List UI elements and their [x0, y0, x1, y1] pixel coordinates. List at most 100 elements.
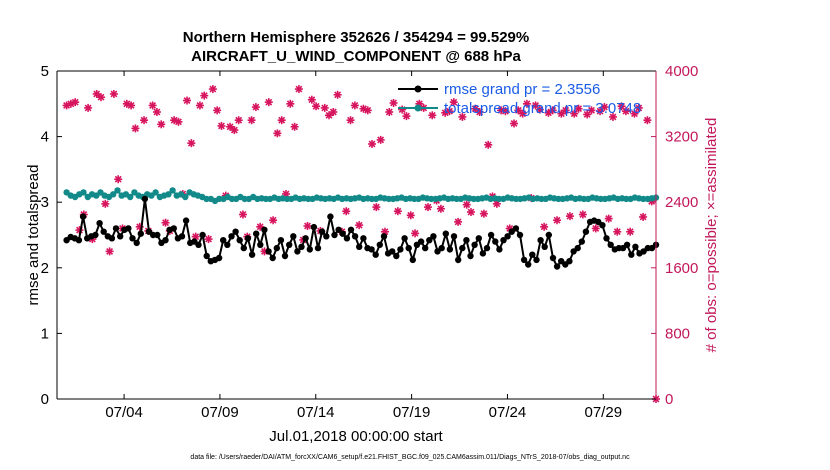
obs-marker: [613, 227, 622, 236]
chart-title-line1: Northern Hemisphere 352626 / 354294 = 99…: [183, 29, 529, 46]
obs-marker: [393, 207, 402, 216]
rmse-point: [273, 244, 280, 252]
obs-marker: [411, 229, 420, 238]
rmse-point: [331, 231, 338, 239]
obs-marker-stroke: [463, 201, 471, 209]
rmse-point: [426, 237, 433, 244]
rmse-point: [520, 256, 528, 264]
obs-marker-stroke: [476, 108, 484, 116]
x-tick-label: 07/29: [585, 404, 623, 421]
rmse-point: [323, 233, 330, 240]
obs-marker: [152, 108, 161, 116]
y-left-axis-label: rmse and totalspread: [25, 165, 42, 306]
obs-marker-stroke: [235, 116, 243, 124]
spread-point: [80, 189, 87, 196]
obs-marker: [604, 214, 613, 223]
x-axis-label: Jul.01,2018 00:00:00 start: [269, 428, 443, 445]
obs-marker: [368, 139, 377, 148]
rmse-point: [455, 256, 462, 264]
rmse-point: [281, 252, 289, 260]
rmse-point: [302, 235, 309, 242]
rmse-point: [203, 252, 210, 260]
legend-spread-label: totalspread grand pr = 3.0748: [444, 100, 641, 117]
rmse-point: [290, 233, 297, 240]
rmse-point: [162, 237, 169, 244]
rmse-point: [467, 252, 474, 260]
obs-marker: [307, 95, 316, 104]
rmse-point: [133, 239, 140, 247]
y-right-tick-label: 800: [665, 325, 690, 342]
obs-marker: [398, 105, 407, 114]
rmse-point: [306, 246, 313, 253]
obs-marker-stroke: [523, 100, 531, 108]
rmse-point: [265, 248, 272, 255]
rmse-point: [92, 231, 99, 239]
rmse-point: [607, 241, 614, 248]
obs-marker-stroke: [140, 116, 148, 124]
spread-point: [110, 191, 117, 198]
rmse-point: [380, 233, 388, 240]
rmse-point: [430, 233, 437, 240]
obs-marker-stroke: [131, 124, 139, 132]
rmse-point: [541, 243, 548, 250]
rmse-point: [351, 233, 359, 240]
obs-marker-stroke: [618, 102, 626, 110]
obs-marker: [97, 93, 106, 102]
obs-marker: [621, 107, 630, 116]
obs-marker-stroke: [639, 213, 647, 221]
rmse-point: [232, 228, 239, 235]
rmse-point: [228, 233, 235, 240]
obs-marker: [208, 85, 217, 94]
obs-marker: [131, 124, 140, 133]
obs-marker-stroke: [101, 200, 109, 208]
rmse-point: [393, 252, 400, 260]
obs-marker-stroke: [359, 105, 367, 113]
obs-marker-stroke: [127, 101, 135, 109]
obs-marker-stroke: [588, 106, 595, 114]
obs-marker: [639, 212, 648, 221]
spread-point: [152, 189, 159, 196]
obs-marker: [479, 209, 488, 218]
obs-marker-stroke: [110, 90, 118, 98]
obs-marker-stroke: [536, 106, 544, 113]
obs-marker: [277, 116, 286, 125]
y-right-tick-label: 1600: [665, 260, 698, 277]
obs-marker-stroke: [364, 106, 372, 114]
rmse-point: [450, 233, 458, 240]
obs-marker: [548, 106, 557, 115]
rmse-point: [438, 244, 445, 252]
rmse-point: [574, 244, 581, 252]
obs-marker-stroke: [114, 175, 122, 183]
rmse-point: [409, 256, 416, 264]
y-left-tick-label: 2: [41, 260, 49, 277]
obs-marker: [161, 218, 170, 227]
obs-marker-stroke: [553, 216, 561, 224]
rmse-point: [471, 241, 478, 248]
obs-marker: [303, 221, 312, 230]
obs-marker-stroke: [162, 219, 169, 227]
rmse-point: [417, 238, 425, 245]
y-left-tick-label: 1: [41, 325, 49, 342]
rmse-point: [240, 244, 247, 252]
rmse-point: [125, 225, 132, 232]
obs-marker-stroke: [153, 108, 161, 116]
obs-marker: [230, 126, 239, 135]
obs-marker-stroke: [484, 141, 492, 149]
y-left-tick-label: 3: [41, 194, 49, 211]
rmse-point: [117, 233, 124, 240]
rmse-point: [475, 235, 482, 242]
spread-point: [165, 191, 172, 198]
rmse-point: [578, 238, 585, 245]
obs-marker-stroke: [329, 108, 337, 116]
obs-marker: [234, 116, 243, 125]
obs-marker: [596, 107, 605, 116]
obs-marker: [273, 129, 282, 138]
obs-marker: [385, 108, 394, 116]
rmse-point: [549, 254, 557, 262]
obs-marker: [454, 217, 463, 226]
rmse-point: [318, 228, 326, 235]
obs-marker-stroke: [230, 126, 238, 134]
obs-marker: [372, 203, 381, 212]
rmse-point: [628, 251, 635, 258]
obs-marker: [346, 116, 355, 125]
